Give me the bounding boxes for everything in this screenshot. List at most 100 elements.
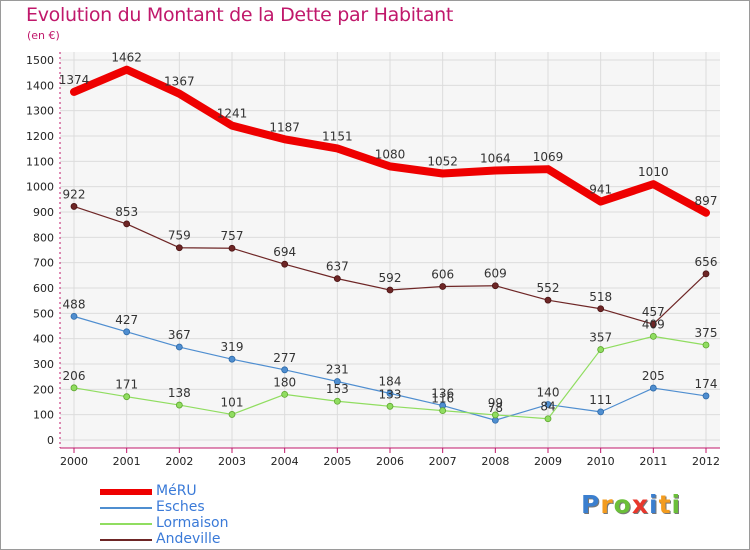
data-label: 140 [537,386,560,400]
data-point [386,286,394,294]
data-point [702,341,710,349]
data-label: 1064 [480,151,511,165]
legend-label-andeville: Andeville [156,531,221,547]
data-point [70,312,78,320]
x-tick-label: 2007 [429,455,457,468]
data-label: 116 [431,392,454,406]
data-label: 592 [379,271,402,285]
data-point [228,355,236,363]
data-label: 136 [431,387,454,401]
data-label: 853 [115,205,138,219]
data-label: 153 [326,382,349,396]
y-tick-label: 1000 [26,181,54,194]
data-point [649,320,657,328]
series-line-0 [70,65,710,217]
y-tick-label: 300 [33,358,54,371]
data-label: 277 [273,351,296,365]
data-label: 357 [589,331,612,345]
x-tick-label: 2001 [113,455,141,468]
data-label: 427 [115,313,138,327]
data-label: 518 [589,290,612,304]
y-tick-label: 700 [33,257,54,270]
data-label: 1151 [322,129,353,143]
data-label: 375 [695,326,718,340]
data-label: 1367 [164,75,195,89]
data-point [491,411,499,419]
data-point [649,332,657,340]
data-label: 111 [589,393,612,407]
y-tick-label: 1500 [26,54,54,67]
data-label: 205 [642,369,665,383]
data-label: 897 [695,194,718,208]
data-point [175,244,183,252]
data-point [281,390,289,398]
data-point [333,378,341,385]
data-point [597,346,605,353]
x-tick-label: 2005 [323,455,351,468]
y-tick-label: 900 [33,206,54,219]
data-point [439,283,447,290]
data-point [386,402,394,410]
data-label: 606 [431,267,454,281]
data-point [386,389,394,397]
data-label: 138 [168,386,191,400]
data-point [70,384,78,392]
data-label: 609 [484,267,507,281]
data-point [228,244,236,252]
data-label: 231 [326,362,349,376]
data-label: 184 [379,374,402,388]
y-tick-label: 0 [47,434,54,447]
data-label: 171 [115,378,138,392]
data-point [702,270,710,278]
data-label: 101 [221,395,244,409]
logo-letter: o [613,490,632,519]
y-tick-label: 500 [33,307,54,320]
data-point [123,328,131,336]
x-tick-label: 2008 [481,455,509,468]
x-tick-label: 2009 [534,455,562,468]
data-label: 174 [695,377,718,391]
x-tick-label: 2004 [271,455,299,468]
y-tick-label: 800 [33,231,54,244]
proxiti-logo: Proxiti [581,490,681,519]
x-tick-label: 2012 [692,455,720,468]
legend-label-esches: Esches [156,499,205,515]
data-point [544,401,552,408]
data-label: 552 [537,281,560,295]
data-point [491,282,499,290]
logo-letter: i [649,490,659,519]
data-label: 759 [168,229,191,243]
data-label: 922 [63,187,86,201]
data-label: 180 [273,375,296,389]
data-point [281,260,289,268]
data-point [333,397,341,405]
logo-letter: t [658,490,672,519]
data-label: 656 [695,255,718,269]
data-label: 694 [273,245,296,259]
data-label: 99 [488,396,503,410]
data-point [175,343,183,351]
data-point [123,220,131,228]
data-label: 206 [63,369,86,383]
data-point [544,415,552,423]
data-label: 1069 [533,150,564,164]
y-tick-label: 1400 [26,79,54,92]
data-label: 409 [642,317,665,331]
data-label: 941 [589,183,612,197]
data-point [544,296,552,304]
x-tick-label: 2000 [60,455,88,468]
y-tick-label: 400 [33,333,54,346]
data-label: 1080 [375,147,406,161]
logo-letter: r [600,490,614,519]
x-tick-label: 2002 [165,455,193,468]
x-tick-label: 2003 [218,455,246,468]
data-label: 457 [642,305,665,319]
y-tick-label: 1200 [26,130,54,143]
data-label: 1462 [111,51,142,65]
y-tick-label: 600 [33,282,54,295]
chart-title: Evolution du Montant de la Dette par Hab… [26,4,454,26]
data-point [123,393,131,401]
data-label: 1052 [427,154,458,168]
data-point [597,305,605,313]
